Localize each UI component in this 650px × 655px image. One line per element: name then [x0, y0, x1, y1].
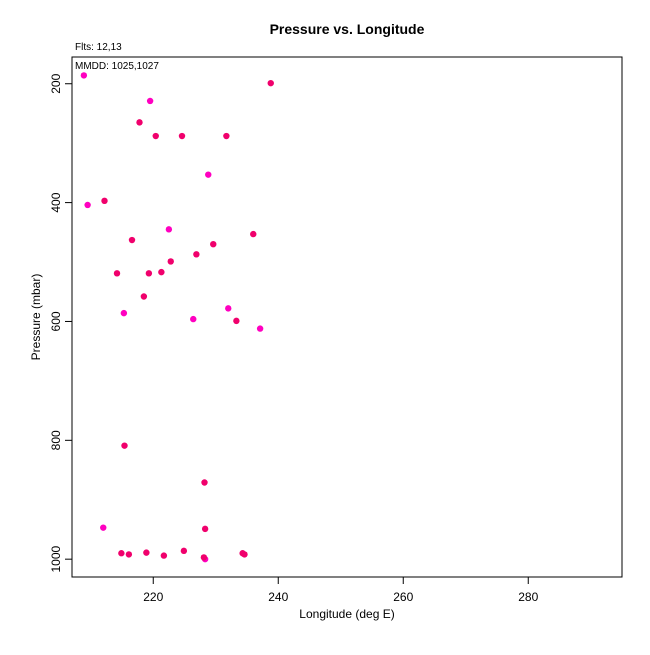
y-tick-label: 1000 [49, 546, 63, 573]
data-point [80, 72, 88, 79]
data-point [145, 270, 153, 277]
x-axis: 220 240 260 280 [143, 576, 539, 604]
data-point [152, 132, 159, 140]
data-point [205, 171, 212, 178]
data-point [140, 293, 148, 300]
x-tick-label: 220 [143, 590, 163, 604]
data-point [165, 226, 173, 233]
y-axis: 200 400 600 800 1000 [49, 73, 73, 573]
data-points [80, 72, 274, 563]
data-point [101, 197, 108, 205]
data-point [121, 442, 128, 449]
data-point [120, 309, 128, 317]
x-axis-label: Longitude (deg E) [299, 607, 394, 621]
data-point [125, 551, 133, 558]
data-point [180, 547, 188, 555]
flights-annotation: Flts: 12,13 [75, 42, 122, 53]
data-point [200, 554, 208, 561]
y-tick-label: 600 [49, 311, 63, 331]
data-point [201, 525, 209, 533]
data-point [158, 268, 165, 276]
data-point [113, 270, 121, 277]
dates-annotation: MMDD: 1025,1027 [75, 61, 159, 72]
data-point [84, 201, 91, 209]
data-point [128, 236, 136, 244]
data-point [250, 230, 257, 238]
data-point [146, 97, 154, 105]
data-point [167, 258, 174, 265]
data-point [160, 552, 168, 559]
data-point [118, 550, 125, 557]
data-point [100, 524, 107, 531]
y-tick-label: 400 [49, 192, 63, 212]
data-point [233, 317, 240, 325]
x-tick-label: 280 [518, 590, 538, 604]
data-point [136, 119, 143, 126]
y-axis-label: Pressure (mbar) [29, 274, 43, 361]
data-point [193, 251, 200, 258]
data-point [241, 551, 248, 558]
data-point [267, 79, 274, 87]
chart-title: Pressure vs. Longitude [270, 21, 425, 37]
y-tick-label: 800 [49, 430, 63, 450]
data-point [210, 241, 217, 248]
data-point [225, 305, 232, 312]
y-tick-label: 200 [49, 73, 63, 93]
x-tick-label: 240 [268, 590, 288, 604]
data-point [143, 549, 150, 556]
data-point [178, 132, 186, 140]
x-tick-label: 260 [393, 590, 413, 604]
data-point [201, 479, 208, 486]
data-point [256, 325, 264, 332]
data-point [190, 315, 197, 323]
data-point [223, 132, 230, 140]
